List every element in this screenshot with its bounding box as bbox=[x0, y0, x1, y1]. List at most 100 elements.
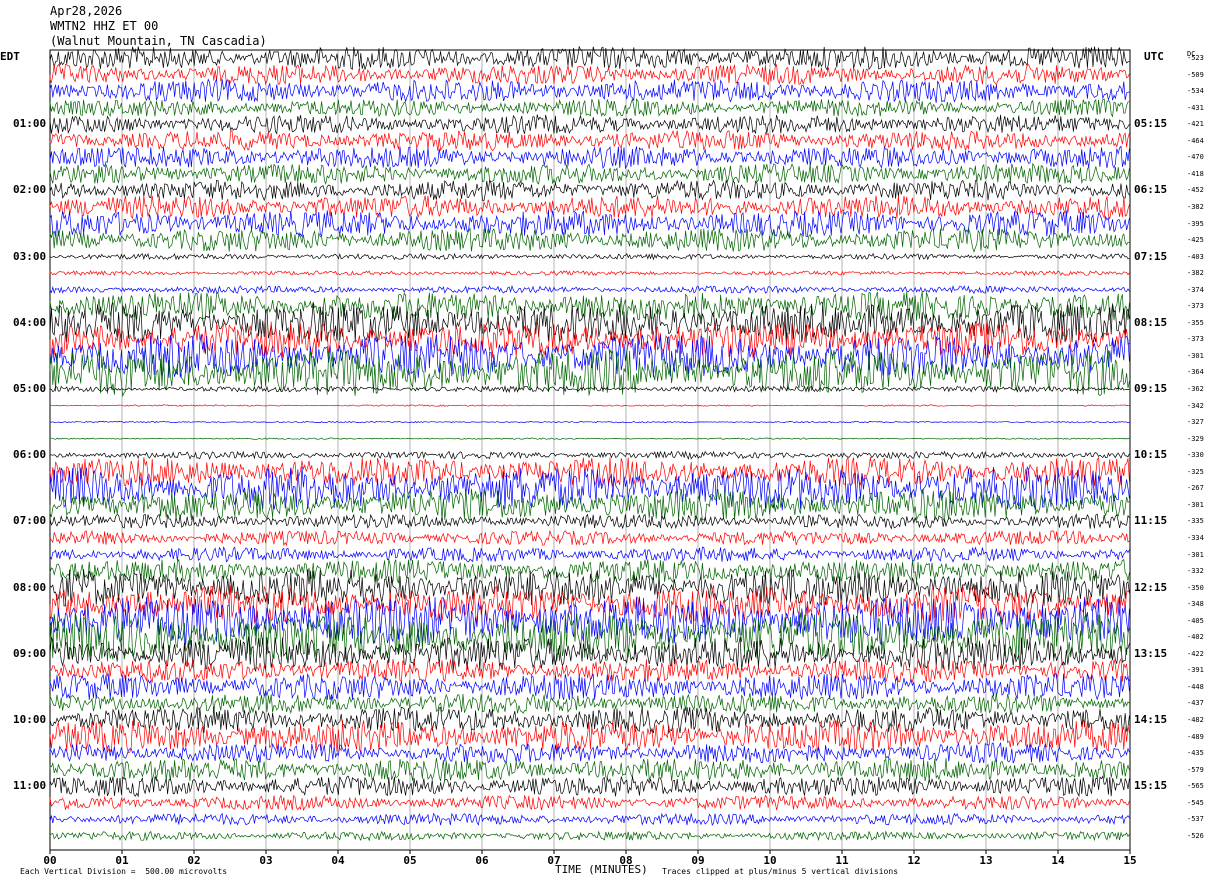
edt-hour-label: 09:00 bbox=[13, 646, 47, 660]
trace-line bbox=[49, 466, 1130, 511]
trace-line bbox=[49, 78, 1130, 103]
trace-line bbox=[49, 569, 1130, 607]
edt-hour-label: 03:00 bbox=[13, 249, 47, 263]
trace-line bbox=[49, 195, 1130, 220]
trace-line bbox=[49, 742, 1130, 764]
x-tick-label: 11 bbox=[835, 854, 849, 867]
dc-offset-label: -435 bbox=[1187, 749, 1204, 758]
trace-line bbox=[49, 456, 1130, 487]
edt-hour-label: 10:00 bbox=[13, 713, 47, 726]
dc-offset-label: -267 bbox=[1187, 484, 1204, 493]
dc-offset-label: -330 bbox=[1187, 451, 1204, 460]
x-tick-label: 01 bbox=[115, 854, 129, 867]
dc-offset-label: -335 bbox=[1187, 517, 1204, 526]
plot-frame bbox=[49, 49, 1131, 851]
dc-offset-label: -565 bbox=[1187, 782, 1204, 791]
utc-hour-label: 10:15 bbox=[1134, 448, 1168, 462]
trace-line bbox=[49, 584, 1130, 624]
dc-offset-label: -526 bbox=[1187, 831, 1204, 840]
dc-offset-label: -403 bbox=[1187, 252, 1204, 261]
dc-offset-label: -350 bbox=[1187, 583, 1204, 592]
x-tick-label: 15 bbox=[1123, 854, 1136, 867]
dc-offset-label: -534 bbox=[1187, 87, 1204, 96]
utc-hour-label: 09:15 bbox=[1134, 382, 1168, 395]
x-tick-label: 08 bbox=[619, 854, 632, 867]
edt-axis-title: EDT bbox=[0, 50, 20, 63]
x-tick-label: 10 bbox=[763, 854, 776, 867]
edt-hour-label: 02:00 bbox=[13, 183, 47, 197]
dc-offset-label: -452 bbox=[1187, 186, 1204, 195]
dc-offset-label: -431 bbox=[1187, 103, 1204, 112]
trace-line bbox=[49, 450, 1130, 460]
dc-offset-label: -464 bbox=[1187, 136, 1204, 145]
utc-hour-label: 12:15 bbox=[1134, 580, 1168, 594]
dc-offset-label: -489 bbox=[1187, 732, 1204, 741]
dc-offset-label: -402 bbox=[1187, 633, 1204, 642]
dc-offset-label: -348 bbox=[1187, 600, 1204, 609]
dc-title: DC bbox=[1187, 50, 1196, 58]
dc-offset-label: -342 bbox=[1187, 401, 1204, 410]
dc-offset-label: -301 bbox=[1187, 351, 1204, 360]
utc-hour-label: 11:15 bbox=[1134, 514, 1168, 528]
trace-line bbox=[49, 334, 1130, 379]
x-tick-label: 14 bbox=[1051, 854, 1065, 867]
dc-offset-label: -301 bbox=[1187, 500, 1204, 509]
trace-line bbox=[49, 252, 1130, 261]
dc-offset-label: -374 bbox=[1187, 285, 1204, 294]
trace-line bbox=[49, 719, 1130, 754]
trace-line bbox=[49, 488, 1130, 522]
trace-line bbox=[49, 612, 1130, 662]
dc-offset-label: -332 bbox=[1187, 567, 1204, 576]
x-tick-label: 00 bbox=[43, 854, 56, 867]
trace-line bbox=[49, 672, 1130, 701]
dc-offset-label: -395 bbox=[1187, 219, 1204, 228]
dc-offset-label: -425 bbox=[1187, 236, 1204, 245]
trace-line bbox=[49, 657, 1130, 684]
dc-offset-label: -523 bbox=[1187, 54, 1204, 62]
utc-hour-label: 15:15 bbox=[1134, 779, 1168, 793]
trace-line bbox=[49, 437, 1130, 440]
trace-line bbox=[49, 830, 1130, 842]
trace-line bbox=[49, 513, 1130, 530]
trace-line bbox=[49, 285, 1130, 295]
dc-offset-label: -362 bbox=[1187, 385, 1204, 393]
trace-line bbox=[49, 98, 1130, 118]
trace-line bbox=[49, 529, 1130, 547]
dc-offset-label: -448 bbox=[1187, 682, 1204, 691]
utc-hour-label: 08:15 bbox=[1134, 315, 1168, 329]
dc-offset-label: -364 bbox=[1187, 368, 1204, 377]
date-label: Apr28,2026 bbox=[50, 4, 123, 18]
trace-line bbox=[49, 210, 1130, 238]
dc-offset-label: -422 bbox=[1187, 649, 1204, 658]
edt-hour-label: 11:00 bbox=[13, 779, 47, 793]
x-tick-label: 13 bbox=[979, 854, 992, 867]
trace-line bbox=[49, 384, 1130, 394]
clip-note: Traces clipped at plus/minus 5 vertical … bbox=[662, 867, 899, 876]
utc-hour-label: 14:15 bbox=[1134, 713, 1168, 726]
dc-offset-label: -391 bbox=[1187, 666, 1204, 675]
trace-line bbox=[49, 45, 1130, 71]
trace-line bbox=[49, 558, 1130, 584]
utc-hour-label: 07:15 bbox=[1134, 249, 1168, 263]
dc-offset-label: -327 bbox=[1187, 418, 1204, 427]
dc-offset-label: -418 bbox=[1187, 169, 1204, 178]
trace-line bbox=[49, 348, 1130, 398]
dc-offset-label: -334 bbox=[1187, 533, 1204, 542]
scale-note: Each Vertical Division = 500.00 microvol… bbox=[20, 867, 228, 876]
seismic-traces bbox=[49, 45, 1130, 842]
edt-hour-label: 05:00 bbox=[13, 382, 47, 395]
trace-line bbox=[49, 129, 1130, 152]
trace-line bbox=[49, 270, 1130, 277]
trace-line bbox=[49, 227, 1130, 253]
station-label: WMTN2 HHZ ET 00 bbox=[50, 19, 159, 33]
dc-offset-label: -325 bbox=[1187, 467, 1204, 476]
x-tick-label: 06 bbox=[475, 854, 489, 867]
x-tick-label: 12 bbox=[907, 854, 920, 867]
trace-line bbox=[49, 812, 1130, 826]
trace-line bbox=[49, 291, 1130, 321]
x-axis-label: TIME (MINUTES) bbox=[555, 863, 648, 876]
trace-line bbox=[49, 321, 1130, 359]
edt-hour-label: 07:00 bbox=[13, 514, 47, 528]
dc-offset-label: -301 bbox=[1187, 550, 1204, 559]
trace-line bbox=[49, 636, 1130, 673]
